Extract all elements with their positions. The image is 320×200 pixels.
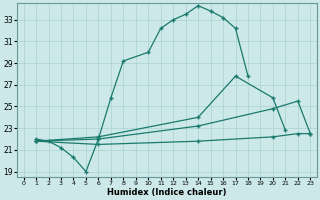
- X-axis label: Humidex (Indice chaleur): Humidex (Indice chaleur): [107, 188, 227, 197]
